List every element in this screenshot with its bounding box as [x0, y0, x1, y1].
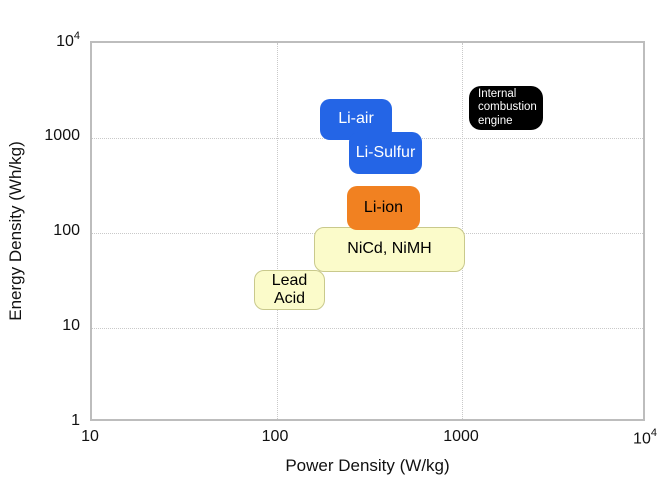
- gridline-y-10: [92, 328, 643, 329]
- x-axis-title: Power Density (W/kg): [285, 456, 450, 475]
- region-lead-acid-label: Lead Acid: [271, 271, 308, 307]
- region-li-ion: Li-ion: [347, 186, 420, 230]
- x-tick-10e4: 104: [633, 427, 657, 448]
- y-tick-10: 10: [62, 317, 80, 334]
- region-li-air-label: Li-air: [338, 110, 374, 128]
- plot-area: NiCd, NiMH Lead Acid Li-air Li-Sulfur Li…: [90, 41, 645, 421]
- y-tick-100: 100: [53, 222, 80, 239]
- region-internal-combustion-engine-label: Internal combustion engine: [478, 88, 537, 127]
- region-li-ion-label: Li-ion: [363, 198, 404, 216]
- region-nicd-nimh-label: NiCd, NiMH: [347, 240, 432, 258]
- y-tick-1000: 1000: [44, 127, 80, 144]
- region-li-sulfur-label: Li-Sulfur: [355, 143, 416, 161]
- x-tick-10: 10: [81, 428, 99, 445]
- region-internal-combustion-engine: Internal combustion engine: [469, 86, 543, 130]
- region-nicd-nimh: NiCd, NiMH: [314, 227, 465, 272]
- gridline-x-100: [277, 43, 278, 419]
- y-tick-1: 1: [71, 412, 80, 429]
- x-tick-1000: 1000: [443, 428, 479, 445]
- x-tick-100: 100: [261, 428, 289, 445]
- y-tick-10e4: 104: [56, 29, 80, 51]
- region-lead-acid: Lead Acid: [254, 270, 325, 310]
- region-li-sulfur: Li-Sulfur: [349, 132, 422, 174]
